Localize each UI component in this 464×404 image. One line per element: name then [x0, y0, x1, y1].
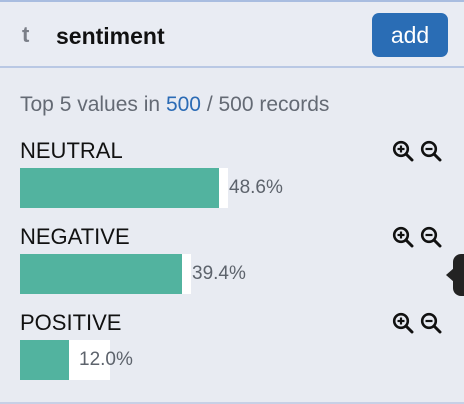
value-label[interactable]: NEUTRAL [20, 138, 123, 163]
zoom-out-icon[interactable] [420, 140, 442, 162]
value-bar[interactable]: 12.0% [20, 340, 133, 380]
text-type-icon: t [22, 22, 30, 47]
value-bar[interactable]: 48.6% [20, 168, 283, 208]
zoom-in-icon[interactable] [392, 226, 414, 248]
zoom-out-icon[interactable] [420, 226, 442, 248]
value-label[interactable]: POSITIVE [20, 310, 122, 335]
value-percent: 48.6% [229, 177, 283, 198]
zoom-out-icon[interactable] [420, 312, 442, 334]
zoom-in-icon[interactable] [392, 312, 414, 334]
value-row-neutral: NEUTRAL 48.6% [20, 138, 448, 218]
value-bar-fill [20, 340, 69, 380]
value-row-positive: POSITIVE 12.0% [20, 310, 448, 390]
record-count-link[interactable]: 500 [165, 93, 201, 116]
value-percent: 39.4% [192, 263, 246, 284]
field-header: t sentiment add [0, 2, 464, 68]
field-name: sentiment [56, 23, 165, 49]
summary-prefix: Top 5 values in [20, 93, 166, 116]
value-label[interactable]: NEGATIVE [20, 224, 130, 249]
value-bar-fill [20, 168, 219, 208]
drag-handle[interactable] [446, 254, 464, 296]
value-percent: 12.0% [79, 349, 133, 370]
value-row-negative: NEGATIVE 39.4% [20, 224, 448, 304]
zoom-in-icon[interactable] [392, 140, 414, 162]
add-button[interactable]: add [372, 13, 448, 57]
summary-suffix: / 500 records [200, 93, 330, 116]
value-bar-fill [20, 254, 182, 294]
value-bar[interactable]: 39.4% [20, 254, 246, 294]
values-summary: Top 5 values in 500 / 500 records [20, 93, 329, 117]
